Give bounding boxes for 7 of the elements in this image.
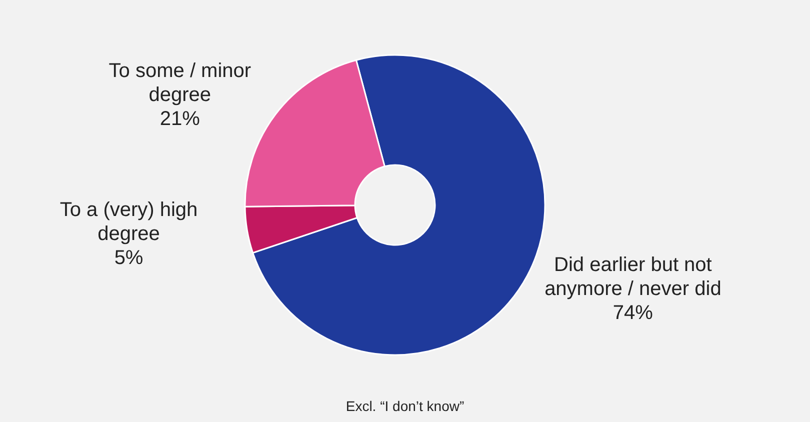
data-label: 21%: [160, 108, 200, 130]
slice-label: To a (very) high degree: [60, 199, 198, 246]
text: Excl. “I don’t know”: [346, 398, 464, 414]
data-label: 5%: [114, 247, 144, 270]
data-label: 74%: [612, 302, 654, 324]
slice-label: To some / minor degree: [108, 60, 252, 106]
slice-label: Did earlier but not anymore / never did: [544, 254, 722, 300]
